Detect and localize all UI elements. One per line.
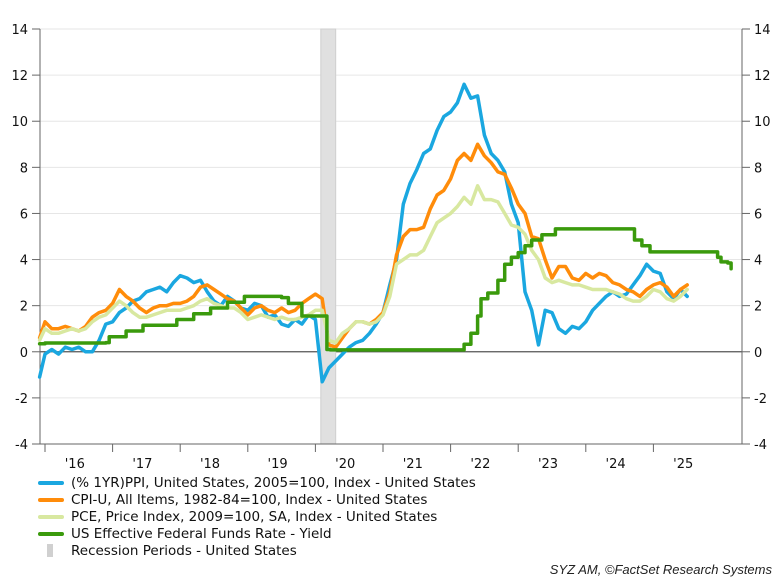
y-tick-label-left: 12 (11, 69, 28, 84)
y-tick-label-right: -2 (754, 392, 767, 407)
y-tick-label-right: 6 (754, 207, 762, 222)
y-tick-label-left: 4 (20, 254, 28, 269)
x-tick-label: '22 (470, 457, 490, 470)
x-tick-label: '25 (673, 457, 693, 470)
legend-item-recession: Recession Periods - United States (38, 542, 476, 559)
series-line-pce (37, 184, 689, 345)
y-axis-left-labels: -4 -2 0 2 4 6 8 10 12 14 (11, 23, 28, 453)
legend-swatch-pce (38, 514, 64, 519)
legend-label-ppi: (% 1YR)PPI, United States, 2005=100, Ind… (71, 474, 476, 491)
legend-swatch-ppi (38, 480, 64, 485)
y-tick-label-right: 12 (754, 69, 771, 84)
x-axis-labels: '16 '17 '18 '19 '20 '21 '22 '23 '24 '25 (65, 457, 694, 470)
legend-swatch-fed-funds (38, 531, 64, 536)
x-tick-label: '16 (65, 457, 85, 470)
legend-label-pce: PCE, Price Index, 2009=100, SA, Index - … (71, 508, 438, 525)
series-line-ppi (37, 82, 689, 384)
x-tick-label: '19 (268, 457, 288, 470)
y-tick-label-right: 10 (754, 115, 771, 130)
y-tick-label-right: 8 (754, 161, 762, 176)
source-credit: SYZ AM, ©FactSet Research Systems (549, 562, 772, 577)
legend: (% 1YR)PPI, United States, 2005=100, Ind… (38, 474, 476, 559)
y-tick-label-right: 14 (754, 23, 771, 38)
y-tick-label-left: 0 (20, 346, 28, 361)
y-tick-label-right: -4 (754, 438, 767, 453)
legend-item-fed-funds: US Effective Federal Funds Rate - Yield (38, 525, 476, 542)
y-tick-label-left: 6 (20, 207, 28, 222)
series-line-fed-funds (37, 227, 733, 352)
y-tick-label-right: 0 (754, 346, 762, 361)
x-tick-label: '21 (403, 457, 423, 470)
legend-item-ppi: (% 1YR)PPI, United States, 2005=100, Ind… (38, 474, 476, 491)
legend-label-recession: Recession Periods - United States (71, 542, 297, 559)
y-tick-label-left: 8 (20, 161, 28, 176)
legend-swatch-recession (47, 544, 53, 557)
legend-item-pce: PCE, Price Index, 2009=100, SA, Index - … (38, 508, 476, 525)
x-tick-label: '23 (538, 457, 558, 470)
x-tick-label: '20 (335, 457, 355, 470)
y-tick-label-left: -4 (15, 438, 28, 453)
x-tick-label: '24 (606, 457, 626, 470)
y-tick-label-left: 10 (11, 115, 28, 130)
y-tick-label-right: 2 (754, 300, 762, 315)
legend-item-cpi: CPI-U, All Items, 1982-84=100, Index - U… (38, 491, 476, 508)
y-tick-label-right: 4 (754, 254, 762, 269)
y-axis-right-labels: -4 -2 0 2 4 6 8 10 12 14 (754, 23, 771, 453)
y-tick-label-left: 14 (11, 23, 28, 38)
y-tick-label-left: 2 (20, 300, 28, 315)
gridlines (40, 28, 742, 399)
x-tick-label: '18 (200, 457, 220, 470)
x-tick-label: '17 (132, 457, 152, 470)
legend-label-cpi: CPI-U, All Items, 1982-84=100, Index - U… (71, 491, 428, 508)
series-lines (37, 82, 733, 384)
legend-swatch-cpi (38, 497, 64, 502)
y-tick-label-left: -2 (15, 392, 28, 407)
legend-label-fed-funds: US Effective Federal Funds Rate - Yield (71, 525, 332, 542)
